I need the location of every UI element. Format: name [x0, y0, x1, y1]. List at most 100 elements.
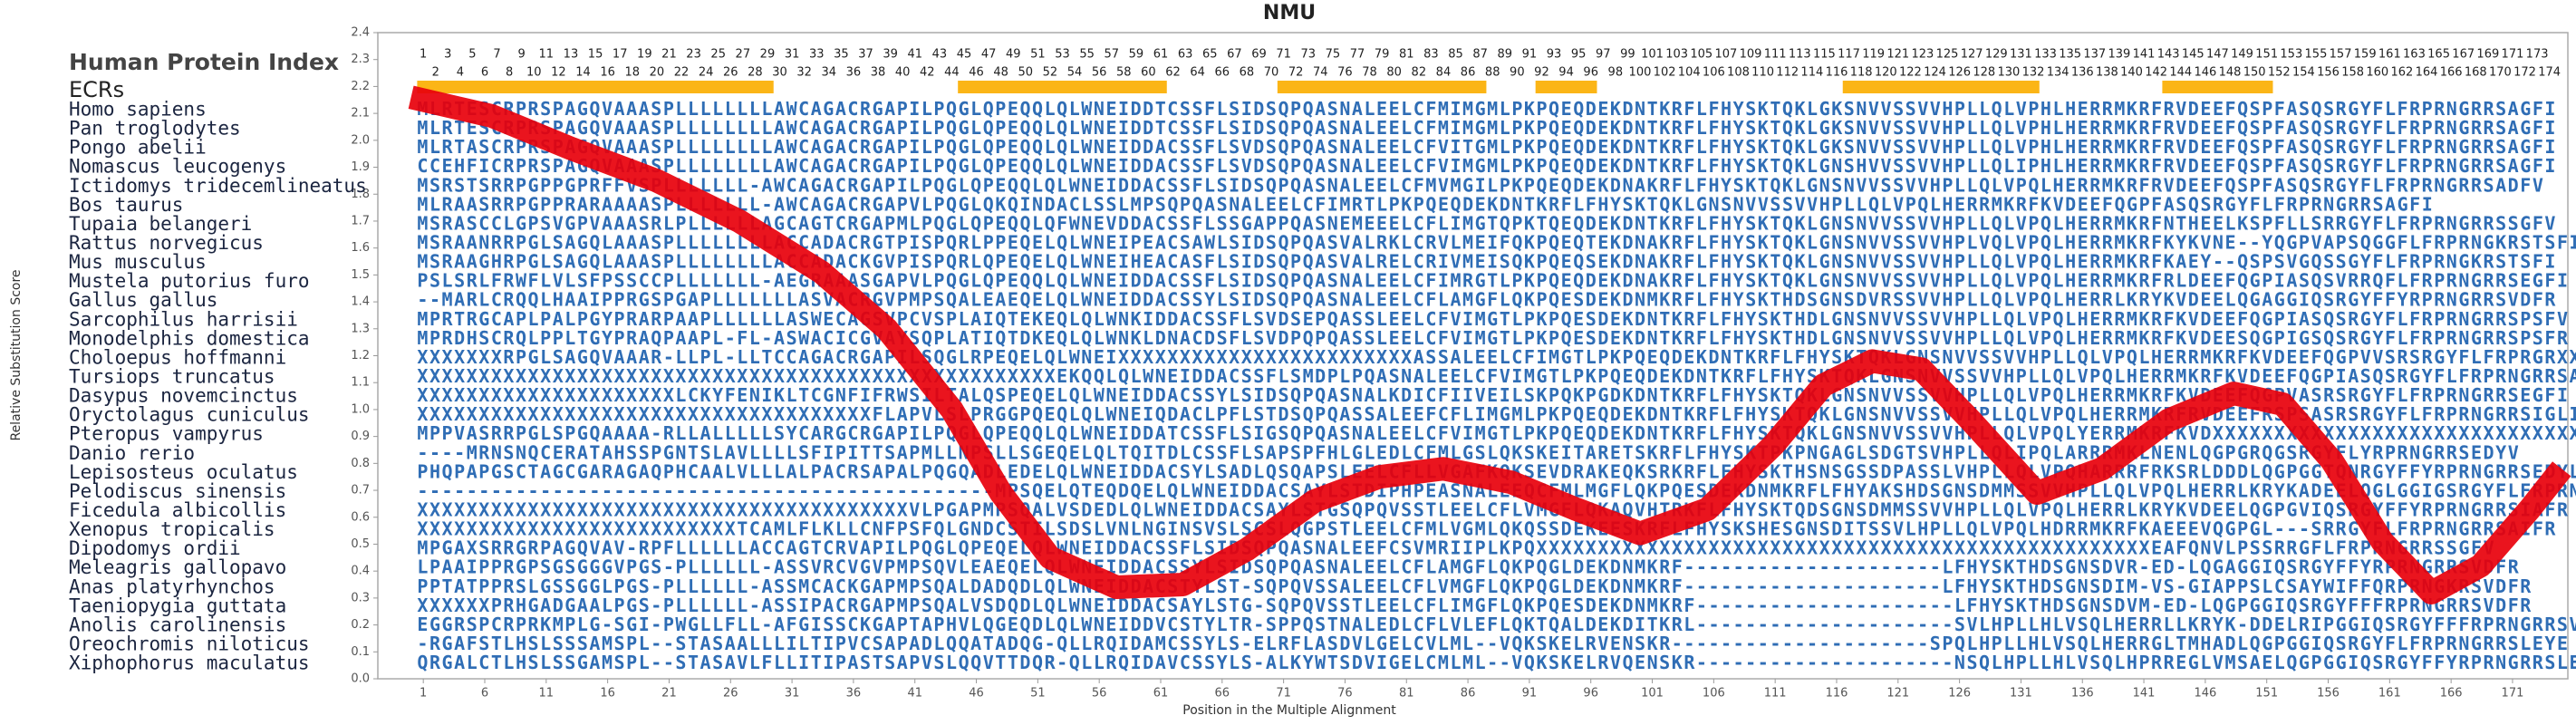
x-tick-label: 171	[2502, 687, 2524, 701]
y-tick-label: 2.4	[351, 26, 370, 40]
sequence: LPAAIPPRGPSGSGGGVPGS-PLLLLLL-ASSVRCVGVPM…	[417, 556, 2519, 578]
sequence: PPTATPPRSLGSSGGLPGS-PLLLLLL-ASSMCACKGAPM…	[417, 575, 2532, 597]
species-name: Oreochromis niloticus	[69, 633, 310, 654]
x-tick-label: 56	[1092, 687, 1107, 701]
species-name: Anolis carolinensis	[69, 614, 286, 635]
x-tick-label: 46	[969, 687, 984, 701]
position-index: 3	[444, 48, 451, 62]
species-name: Lepisosteus oculatus	[69, 461, 298, 483]
position-index: 61	[1153, 48, 1169, 62]
position-index: 174	[2538, 66, 2561, 80]
x-tick-label: 106	[1703, 687, 1725, 701]
position-index: 101	[1641, 48, 1664, 62]
position-index: 125	[1936, 48, 1959, 62]
position-index: 112	[1776, 66, 1799, 80]
position-index: 114	[1800, 66, 1823, 80]
species-name: Meleagris gallopavo	[69, 556, 286, 578]
position-index: 66	[1215, 66, 1230, 80]
position-index: 90	[1510, 66, 1525, 80]
x-tick-label: 81	[1399, 687, 1414, 701]
x-axis-label: Position in the Multiple Alignment	[1182, 703, 1396, 718]
sequence: --MARLCRQQLHAAIPPRGSPGAPLLLLLLLASVACRGVP…	[417, 289, 2556, 311]
position-index: 129	[1985, 48, 2008, 62]
sequence: -RGAFSTLHSLSSSAMSPL--STASAALLLILTIPVCSAP…	[417, 633, 2568, 654]
position-index: 121	[1886, 48, 1909, 62]
position-index: 149	[2231, 48, 2253, 62]
y-tick-label: 0.1	[351, 645, 370, 659]
position-index: 82	[1412, 66, 1427, 80]
position-index: 70	[1264, 66, 1279, 80]
position-index: 67	[1227, 48, 1242, 62]
position-index: 60	[1141, 66, 1156, 80]
species-name: Monodelphis domestica	[69, 327, 310, 349]
ecr-bar	[1535, 81, 1597, 93]
position-index: 103	[1665, 48, 1688, 62]
position-index: 73	[1300, 48, 1316, 62]
position-index: 119	[1862, 48, 1885, 62]
species-name: Homo sapiens	[69, 99, 207, 121]
position-index: 26	[723, 66, 738, 80]
position-index: 72	[1288, 66, 1304, 80]
y-tick-label: 1.6	[351, 241, 370, 255]
position-index: 99	[1620, 48, 1635, 62]
position-index: 144	[2169, 66, 2192, 80]
x-tick-label: 71	[1276, 687, 1291, 701]
position-index: 16	[600, 66, 615, 80]
y-tick-label: 0.6	[351, 510, 370, 524]
position-index: 158	[2341, 66, 2364, 80]
position-index: 104	[1678, 66, 1701, 80]
species-name: Xiphophorus maculatus	[69, 652, 310, 674]
position-index: 48	[993, 66, 1008, 80]
index-header: Human Protein Index	[69, 49, 339, 75]
position-index: 30	[772, 66, 787, 80]
sequence: PSLSRLFRWFLVLSFPSSCCPLLLLLLL-AEGRAAASGAP…	[417, 270, 2568, 292]
ecr-bar	[958, 81, 1167, 93]
position-index: 40	[895, 66, 911, 80]
position-index: 43	[932, 48, 948, 62]
position-index: 38	[871, 66, 886, 80]
position-index: 152	[2268, 66, 2291, 80]
species-name: Mustela putorius furo	[69, 270, 310, 292]
position-index: 23	[686, 48, 701, 62]
y-tick-label: 1.5	[351, 268, 370, 282]
position-index: 32	[796, 66, 812, 80]
position-index: 143	[2157, 48, 2180, 62]
position-index: 79	[1375, 48, 1390, 62]
position-index: 100	[1629, 66, 1652, 80]
y-tick-label: 1.2	[351, 349, 370, 362]
position-index: 141	[2133, 48, 2156, 62]
position-index: 102	[1654, 66, 1676, 80]
position-index: 77	[1350, 48, 1365, 62]
y-tick-label: 0.7	[351, 484, 370, 498]
position-index: 57	[1104, 48, 1119, 62]
position-index: 33	[809, 48, 825, 62]
position-index: 118	[1850, 66, 1873, 80]
position-index: 110	[1751, 66, 1774, 80]
sequence: EGGRSPCRPRKMPLG-SGI-PWGLLFLL-AFGISSCKGAP…	[417, 614, 2576, 635]
x-tick-label: 66	[1215, 687, 1230, 701]
y-tick-label: 1.9	[351, 160, 370, 174]
position-index: 151	[2255, 48, 2278, 62]
position-index: 166	[2440, 66, 2463, 80]
position-index: 2	[432, 66, 439, 80]
y-tick-label: 0.4	[351, 565, 370, 578]
x-tick-label: 61	[1153, 687, 1169, 701]
species-name: Pelodiscus sinensis	[69, 480, 286, 502]
position-index: 7	[493, 48, 500, 62]
y-tick-label: 2.1	[351, 107, 370, 121]
position-index: 83	[1423, 48, 1439, 62]
species-name: Tupaia belangeri	[69, 213, 252, 235]
y-tick-label: 1.8	[351, 188, 370, 201]
position-index: 50	[1018, 66, 1034, 80]
position-index: 168	[2465, 66, 2487, 80]
position-index: 14	[575, 66, 591, 80]
position-index: 85	[1448, 48, 1463, 62]
y-tick-label: 1.4	[351, 295, 370, 309]
sequence: XXXXXXPRHGADGAALPGS-PLLLLLL-ASSIPACRGAPM…	[417, 594, 2532, 616]
y-tick-label: 0.8	[351, 457, 370, 470]
position-index: 172	[2513, 66, 2536, 80]
position-index: 35	[834, 48, 849, 62]
position-index: 142	[2145, 66, 2167, 80]
species-name: Ficedula albicollis	[69, 499, 286, 521]
